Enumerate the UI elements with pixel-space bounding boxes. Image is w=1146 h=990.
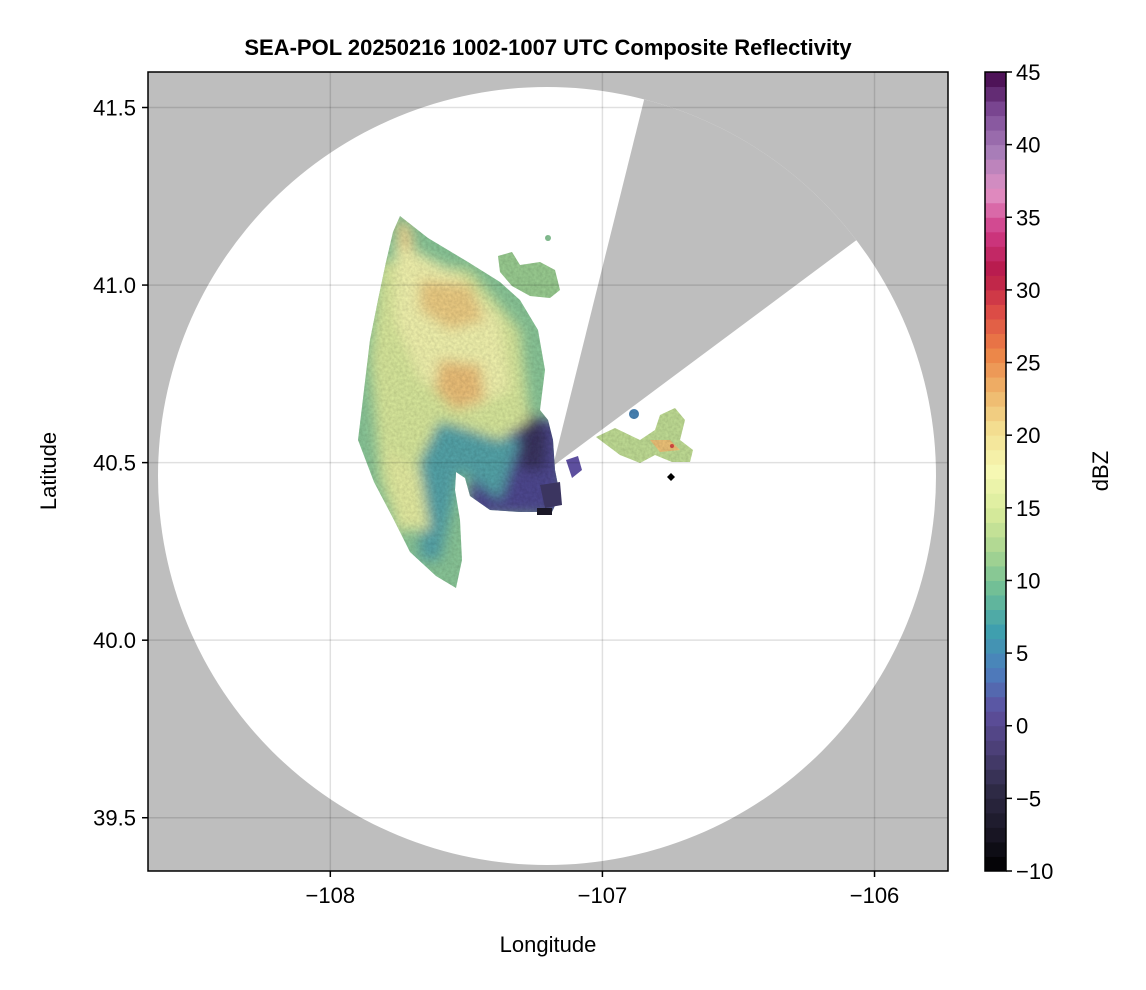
colorbar-segment bbox=[985, 769, 1006, 785]
colorbar-segment bbox=[985, 304, 1006, 320]
colorbar-tick-label: −10 bbox=[1016, 859, 1053, 884]
colorbar-segment bbox=[985, 318, 1006, 334]
y-tick-label: 41.5 bbox=[93, 96, 136, 121]
colorbar-segment bbox=[985, 594, 1006, 611]
x-axis-label: Longitude bbox=[500, 932, 597, 957]
colorbar-segment bbox=[985, 682, 1006, 698]
colorbar-tick-label: −5 bbox=[1016, 786, 1041, 811]
reflectivity-echo-main bbox=[358, 216, 560, 588]
colorbar: −10 −5 0 5 10 15 20 25 30 35 40 45 bbox=[984, 60, 1053, 884]
grid-lines bbox=[148, 72, 948, 871]
diamond-marker bbox=[667, 473, 675, 481]
colorbar-segment bbox=[985, 565, 1006, 581]
colorbar-segment bbox=[985, 551, 1006, 567]
colorbar-segment bbox=[985, 377, 1006, 393]
y-axis: 39.5 40.0 40.5 41.0 41.5 bbox=[93, 96, 148, 831]
colorbar-segment bbox=[985, 812, 1006, 828]
colorbar-tick-label: 15 bbox=[1016, 496, 1040, 521]
colorbar-segment bbox=[985, 536, 1006, 552]
x-tick-label: −107 bbox=[578, 883, 628, 908]
colorbar-segment bbox=[985, 493, 1006, 509]
reflectivity-echo-east bbox=[596, 408, 693, 463]
plot-frame bbox=[147, 71, 949, 872]
colorbar-segment bbox=[985, 725, 1006, 741]
x-axis: −108 −107 −106 bbox=[306, 871, 900, 908]
colorbar-segment bbox=[985, 856, 1006, 872]
colorbar-segment bbox=[985, 231, 1006, 247]
colorbar-segment bbox=[985, 624, 1006, 640]
colorbar-segment bbox=[985, 260, 1006, 276]
colorbar-tick-label: 25 bbox=[1016, 351, 1040, 376]
colorbar-segment bbox=[985, 754, 1006, 770]
colorbar-segment bbox=[985, 130, 1006, 146]
colorbar-segment bbox=[985, 740, 1006, 756]
colorbar-segment bbox=[985, 348, 1006, 364]
colorbar-segment bbox=[985, 188, 1006, 204]
colorbar-segment bbox=[985, 144, 1006, 160]
colorbar-segment bbox=[985, 638, 1006, 654]
colorbar-segment bbox=[985, 783, 1006, 799]
colorbar-tick-label: 20 bbox=[1016, 423, 1040, 448]
colorbar-tick-label: 45 bbox=[1016, 60, 1040, 85]
colorbar-tick-label: 30 bbox=[1016, 278, 1040, 303]
colorbar-segment bbox=[985, 667, 1006, 683]
colorbar-segment bbox=[985, 609, 1006, 625]
colorbar-segment bbox=[985, 202, 1006, 218]
colorbar-segment bbox=[985, 289, 1006, 305]
colorbar-segment bbox=[985, 406, 1006, 422]
colorbar-segment bbox=[985, 798, 1006, 814]
chart-title: SEA-POL 20250216 1002-1007 UTC Composite… bbox=[244, 35, 852, 60]
colorbar-tick-label: 35 bbox=[1016, 205, 1040, 230]
colorbar-segment bbox=[985, 435, 1006, 451]
y-tick-label: 39.5 bbox=[93, 806, 136, 831]
colorbar-tick-label: 5 bbox=[1016, 641, 1028, 666]
colorbar-tick-label: 0 bbox=[1016, 714, 1028, 739]
colorbar-frame bbox=[984, 71, 1007, 872]
colorbar-tick-label: 10 bbox=[1016, 568, 1040, 593]
y-axis-label: Latitude bbox=[36, 432, 61, 510]
reflectivity-echo-north bbox=[498, 235, 560, 298]
colorbar-segment bbox=[985, 362, 1006, 378]
colorbar-tick-label: 40 bbox=[1016, 133, 1040, 158]
colorbar-segment bbox=[985, 711, 1006, 727]
colorbar-segment bbox=[985, 391, 1006, 407]
colorbar-segment bbox=[985, 246, 1006, 262]
colorbar-segment bbox=[985, 72, 1006, 88]
x-tick-label: −108 bbox=[306, 883, 356, 908]
colorbar-segment bbox=[985, 449, 1006, 465]
colorbar-segment bbox=[985, 464, 1006, 480]
y-tick-label: 41.0 bbox=[93, 273, 136, 298]
plot-area bbox=[148, 72, 948, 871]
colorbar-segment bbox=[985, 173, 1006, 189]
colorbar-segment bbox=[985, 478, 1006, 494]
colorbar-segment bbox=[985, 275, 1006, 291]
colorbar-segment bbox=[985, 653, 1006, 669]
colorbar-segment bbox=[985, 159, 1006, 175]
colorbar-label: dBZ bbox=[1088, 451, 1113, 491]
colorbar-segment bbox=[985, 827, 1006, 843]
colorbar-segment bbox=[985, 580, 1006, 596]
colorbar-segment bbox=[985, 696, 1006, 712]
x-tick-label: −106 bbox=[850, 883, 900, 908]
colorbar-segment bbox=[985, 333, 1006, 349]
colorbar-segment bbox=[985, 522, 1006, 538]
colorbar-segment bbox=[985, 115, 1006, 131]
y-tick-label: 40.0 bbox=[93, 628, 136, 653]
colorbar-segment bbox=[985, 507, 1006, 523]
y-tick-label: 40.5 bbox=[93, 451, 136, 476]
colorbar-segment bbox=[985, 101, 1006, 117]
colorbar-segment bbox=[985, 217, 1006, 233]
reflectivity-echo-weak bbox=[537, 456, 582, 515]
colorbar-segment bbox=[985, 86, 1006, 102]
colorbar-segment bbox=[985, 420, 1006, 436]
colorbar-segment bbox=[985, 841, 1006, 857]
